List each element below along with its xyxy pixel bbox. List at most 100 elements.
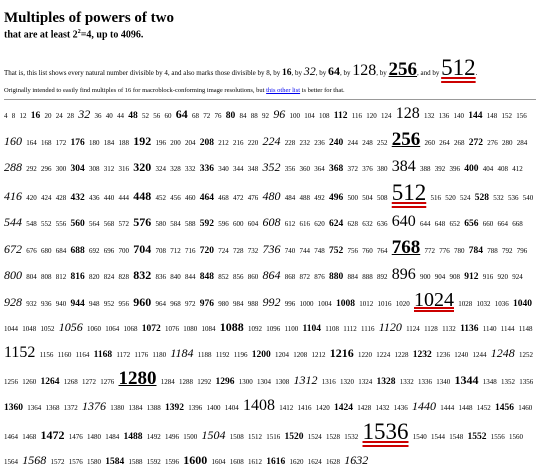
number-1040: 1040 <box>513 299 532 310</box>
number-524: 524 <box>460 194 471 203</box>
number-1344: 1344 <box>454 373 479 388</box>
number-512: 512 <box>391 180 427 206</box>
number-756: 756 <box>347 247 359 256</box>
number-136: 136 <box>438 112 450 121</box>
number-44: 44 <box>117 112 124 121</box>
number-400: 400 <box>464 164 479 175</box>
number-620: 620 <box>314 220 325 229</box>
number-692: 692 <box>89 247 100 256</box>
number-72: 72 <box>203 112 211 121</box>
number-1100: 1100 <box>284 325 299 334</box>
number-608: 608 <box>262 215 281 230</box>
number-788: 788 <box>487 247 498 256</box>
number-1180: 1180 <box>152 351 167 360</box>
number-760: 760 <box>362 247 373 256</box>
number-420: 420 <box>26 194 37 203</box>
number-1496: 1496 <box>165 433 179 442</box>
number-340: 340 <box>218 165 229 174</box>
number-1188: 1188 <box>197 351 212 360</box>
number-972: 972 <box>185 300 196 309</box>
number-1116: 1116 <box>360 325 375 334</box>
number-852: 852 <box>218 273 229 282</box>
number-992: 992 <box>262 295 281 310</box>
number-1312: 1312 <box>293 373 318 388</box>
number-832: 832 <box>133 268 152 283</box>
number-740: 740 <box>284 247 296 256</box>
number-92: 92 <box>262 112 269 121</box>
number-1172: 1172 <box>116 351 131 360</box>
number-424: 424 <box>41 194 52 203</box>
number-576: 576 <box>133 215 152 230</box>
number-180: 180 <box>89 139 100 148</box>
number-428: 428 <box>55 194 67 203</box>
number-536: 536 <box>508 194 519 203</box>
number-1340: 1340 <box>436 378 451 387</box>
number-436: 436 <box>89 194 100 203</box>
number-948: 948 <box>89 300 100 309</box>
number-1020: 1020 <box>395 300 410 309</box>
other-list-link[interactable]: this other list <box>266 87 301 95</box>
number-1204: 1204 <box>275 351 289 360</box>
number-944: 944 <box>70 299 85 310</box>
number-1468: 1468 <box>22 433 37 442</box>
number-860: 860 <box>247 273 259 282</box>
number-1128: 1128 <box>424 325 438 334</box>
number-1564: 1564 <box>4 458 18 467</box>
number-892: 892 <box>377 273 388 282</box>
intro-paragraph: That is, this list shows every natural n… <box>4 55 478 81</box>
number-1328: 1328 <box>376 377 396 388</box>
number-664: 664 <box>497 220 509 229</box>
number-960: 960 <box>133 295 152 310</box>
number-368: 368 <box>329 164 344 175</box>
number-1448: 1448 <box>458 404 473 413</box>
number-1076: 1076 <box>165 325 179 334</box>
number-1168: 1168 <box>93 350 113 361</box>
number-652: 652 <box>449 220 461 229</box>
number-264: 264 <box>439 139 450 148</box>
number-1356: 1356 <box>519 378 534 387</box>
number-1148: 1148 <box>518 325 533 334</box>
number-276: 276 <box>487 139 498 148</box>
number-680: 680 <box>41 247 52 256</box>
number-1208: 1208 <box>293 351 308 360</box>
number-100: 100 <box>289 112 301 121</box>
number-1212: 1212 <box>311 351 326 360</box>
intro-level-16: 16 <box>282 68 292 79</box>
number-504: 504 <box>362 194 373 203</box>
intro-text: That is, this list shows every natural n… <box>4 69 281 78</box>
number-836: 836 <box>155 273 167 282</box>
number-1336: 1336 <box>418 378 432 387</box>
number-592: 592 <box>199 219 214 230</box>
number-908: 908 <box>449 273 461 282</box>
intro-separator: , by <box>291 69 304 78</box>
number-532: 532 <box>493 194 504 203</box>
number-1540: 1540 <box>412 433 427 442</box>
number-500: 500 <box>347 194 359 203</box>
number-1056: 1056 <box>58 320 83 335</box>
number-1548: 1548 <box>449 433 464 442</box>
intro-level-512: 512 <box>441 55 476 81</box>
number-220: 220 <box>247 139 259 148</box>
number-1028: 1028 <box>458 300 473 309</box>
number-660: 660 <box>482 220 494 229</box>
number-104: 104 <box>304 112 315 121</box>
number-1420: 1420 <box>315 404 330 413</box>
number-1524: 1524 <box>307 433 322 442</box>
number-1532: 1532 <box>344 433 359 442</box>
number-308: 308 <box>89 165 100 174</box>
number-268: 268 <box>454 139 465 148</box>
number-192: 192 <box>133 134 152 149</box>
number-16: 16 <box>30 111 41 122</box>
number-1240: 1240 <box>454 351 469 360</box>
number-476: 476 <box>247 194 259 203</box>
number-1632: 1632 <box>344 453 369 468</box>
number-1348: 1348 <box>482 378 497 387</box>
number-212: 212 <box>218 139 229 148</box>
number-1296: 1296 <box>215 377 235 388</box>
number-1320: 1320 <box>340 378 354 387</box>
number-172: 172 <box>55 139 67 148</box>
number-672: 672 <box>4 242 22 257</box>
number-780: 780 <box>454 247 465 256</box>
number-704: 704 <box>133 242 152 257</box>
